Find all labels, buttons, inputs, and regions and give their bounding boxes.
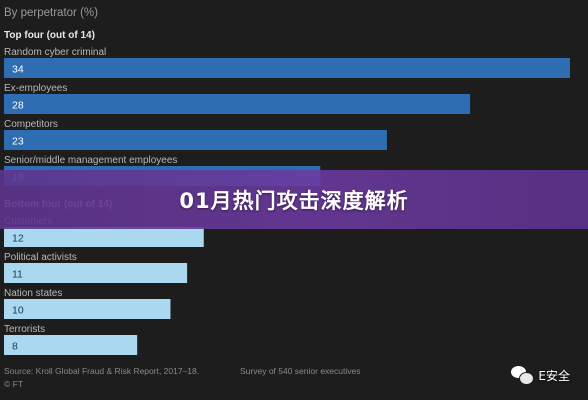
article-banner: 01月热门攻击深度解析 bbox=[0, 170, 588, 229]
wechat-icon bbox=[511, 366, 535, 385]
data-label: 10 bbox=[12, 305, 24, 317]
category-label: Senior/middle management employees bbox=[4, 155, 177, 166]
group-label: Top four (out of 14) bbox=[4, 30, 95, 41]
data-label: 12 bbox=[12, 233, 24, 245]
category-label: Random cyber criminal bbox=[4, 47, 106, 58]
bar bbox=[4, 263, 188, 283]
category-label: Political activists bbox=[4, 252, 77, 263]
source-note: Source: Kroll Global Fraud & Risk Report… bbox=[4, 366, 199, 376]
bar bbox=[4, 299, 171, 319]
data-label: 23 bbox=[12, 136, 24, 148]
category-label: Ex-employees bbox=[4, 83, 67, 94]
watermark-text: E安全 bbox=[538, 368, 570, 383]
category-label: Nation states bbox=[4, 288, 62, 299]
bar bbox=[4, 130, 387, 150]
survey-note: Survey of 540 senior executives bbox=[240, 366, 360, 376]
bar bbox=[4, 335, 138, 355]
data-label: 28 bbox=[12, 100, 24, 112]
watermark: E安全 bbox=[511, 366, 570, 385]
chart-title: By perpetrator (%) bbox=[4, 7, 98, 19]
bar bbox=[4, 227, 204, 247]
data-label: 11 bbox=[12, 269, 23, 281]
category-label: Terrorists bbox=[4, 324, 45, 335]
data-label: 34 bbox=[12, 64, 24, 76]
bar bbox=[4, 94, 471, 114]
banner-title: 01月热门攻击深度解析 bbox=[179, 188, 409, 213]
bar bbox=[4, 58, 570, 78]
category-label: Competitors bbox=[4, 119, 58, 130]
credit-note: © FT bbox=[4, 379, 23, 389]
data-label: 8 bbox=[12, 341, 18, 353]
